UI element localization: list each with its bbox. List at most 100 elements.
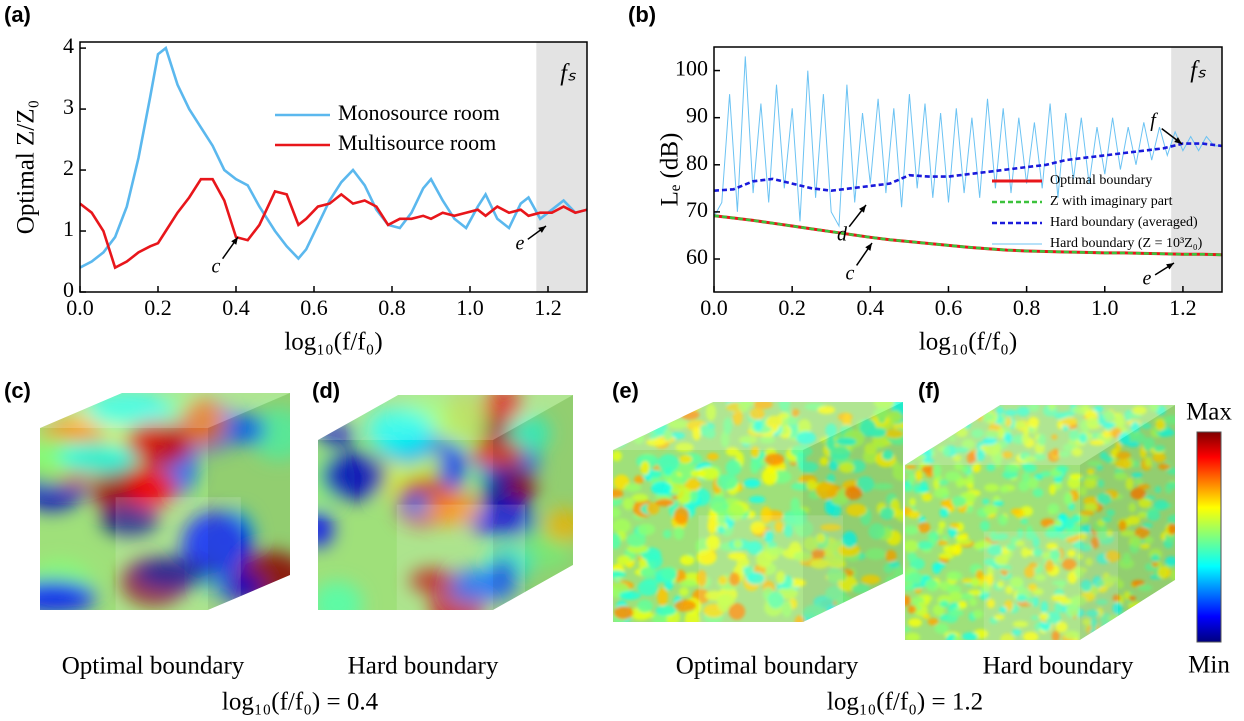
- field-blob: [1070, 595, 1087, 606]
- shaded-region: [1171, 47, 1222, 292]
- field-blob: [892, 464, 903, 481]
- field-blob: [1063, 518, 1075, 530]
- field-blob: [746, 572, 765, 585]
- field-blob: [1033, 453, 1046, 461]
- field-blob: [1071, 514, 1081, 523]
- field-blob: [915, 416, 923, 429]
- field-blob: [1085, 557, 1093, 567]
- field-blob: [640, 402, 660, 412]
- field-blob: [637, 523, 656, 536]
- field-blob: [613, 533, 621, 550]
- field-blob: [1134, 607, 1147, 620]
- annotation: e: [1143, 268, 1152, 290]
- field-blob: [949, 436, 956, 442]
- legend-label: Hard boundary (averaged): [1050, 215, 1198, 230]
- field-blob: [1163, 415, 1175, 425]
- field-blob: [908, 618, 922, 627]
- field-blob: [689, 490, 699, 503]
- annotation: d: [837, 224, 848, 246]
- field-blob: [949, 522, 960, 529]
- field-blob: [1040, 470, 1052, 478]
- field-blob: [829, 460, 838, 471]
- field-blob: [1135, 626, 1149, 634]
- field-blob: [907, 605, 917, 614]
- y-tick-label: 70: [686, 197, 708, 222]
- field-blob: [1028, 405, 1040, 413]
- field-blob: [750, 521, 766, 535]
- field-blob: [759, 436, 776, 444]
- field-blob: [958, 414, 966, 428]
- field-blob: [896, 514, 903, 522]
- field-blob: [1112, 594, 1120, 602]
- field-blob: [640, 566, 657, 578]
- field-blob: [1048, 405, 1056, 411]
- field-blob: [946, 633, 958, 640]
- field-blob: [673, 526, 685, 540]
- field-blob: [817, 405, 835, 415]
- box-front: [698, 515, 843, 622]
- colorbar-max: Max: [1186, 399, 1232, 426]
- field-blob: [613, 488, 624, 499]
- x-tick-label: 0.6: [935, 295, 963, 320]
- field-blob: [810, 558, 829, 569]
- field-blob: [1083, 477, 1097, 489]
- field-blob: [803, 536, 819, 552]
- y-tick-label: 0: [63, 277, 74, 302]
- field-blob: [1053, 412, 1068, 419]
- box-top: [318, 395, 573, 440]
- field-blob: [1155, 419, 1166, 431]
- field-blob: [839, 462, 855, 473]
- field-blob: [1131, 633, 1145, 640]
- field-blob: [675, 569, 687, 584]
- field-blob: [1134, 478, 1144, 485]
- field-blob: [1131, 472, 1143, 478]
- field-blob: [938, 479, 949, 486]
- field-blob: [905, 580, 914, 590]
- field-blob: [1005, 543, 1017, 551]
- field-blob: [1044, 529, 1061, 539]
- field-blob: [1085, 474, 1100, 481]
- field-blob: [640, 461, 650, 475]
- field-blob: [982, 437, 998, 446]
- annotation: fₛ: [1190, 58, 1207, 84]
- field-blob: [1049, 549, 1061, 560]
- field-blob: [1096, 465, 1104, 471]
- field-blob: [1116, 451, 1131, 460]
- field-blob: [1028, 416, 1039, 429]
- frequency-label: log₁₀(f/f₀) = 0.4: [222, 689, 379, 716]
- field-blob: [1021, 432, 1030, 445]
- x-axis-label: log₁₀(f/f₀): [919, 329, 1017, 356]
- field-blob: [992, 535, 1001, 542]
- field-blob: [764, 453, 785, 466]
- field-blob: [1096, 527, 1109, 541]
- field-blob: [936, 419, 949, 427]
- field-blob: [1103, 575, 1120, 583]
- field-blob: [911, 416, 920, 425]
- field-blobs: [40, 393, 290, 610]
- field-blob: [40, 580, 97, 610]
- field-blob: [229, 413, 266, 446]
- field-blob: [1012, 420, 1027, 430]
- field-blob: [751, 446, 760, 459]
- field-blob: [917, 601, 925, 608]
- colorbar-min: Min: [1188, 652, 1230, 679]
- field-blob: [861, 574, 881, 585]
- field-blob: [716, 474, 738, 490]
- field-blob: [1097, 479, 1105, 488]
- field-blob: [1069, 473, 1083, 480]
- field-blob: [905, 424, 915, 432]
- series-line: [714, 214, 1222, 257]
- field-blob: [949, 609, 964, 617]
- field-blob: [1058, 451, 1071, 458]
- field-blob: [642, 402, 662, 414]
- field-blob: [661, 410, 673, 419]
- field-blob: [1151, 554, 1160, 562]
- field-blob: [905, 485, 914, 492]
- field-blob: [984, 483, 1000, 492]
- field-blob: [100, 504, 160, 537]
- field-blob: [613, 507, 621, 518]
- field-blob: [879, 507, 895, 520]
- field-blob: [939, 614, 948, 621]
- field-blob: [1046, 542, 1058, 550]
- panel-label: (d): [312, 378, 340, 403]
